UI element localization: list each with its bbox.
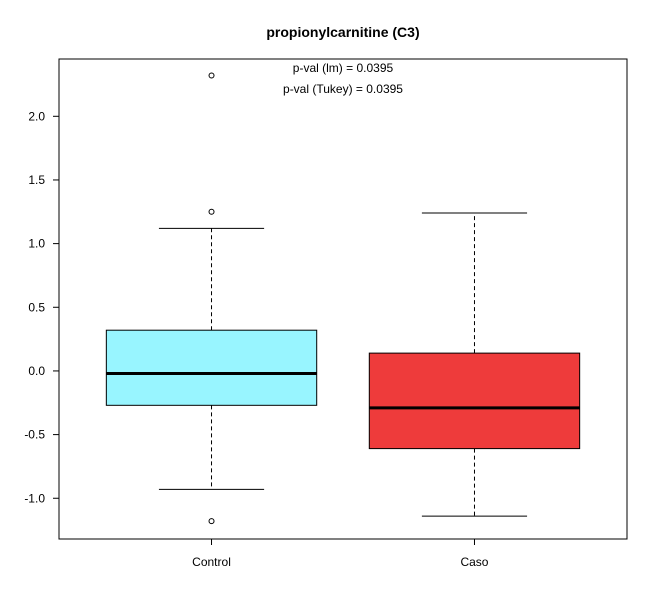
y-axis: -1.0 -0.5 0.0 0.5 1.0 1.5 2.0 bbox=[24, 109, 60, 505]
y-tick-label: 1.0 bbox=[28, 237, 45, 251]
y-tick-label: 0.5 bbox=[28, 300, 45, 314]
outlier-point bbox=[208, 518, 215, 525]
x-axis: Control Caso bbox=[192, 538, 489, 569]
box-control bbox=[105, 329, 318, 406]
outlier-point bbox=[208, 72, 215, 79]
boxes bbox=[105, 72, 581, 525]
plot-frame bbox=[58, 58, 628, 540]
y-tick-label: 2.0 bbox=[28, 109, 45, 123]
outlier-point bbox=[208, 208, 215, 215]
y-tick-label: -0.5 bbox=[24, 428, 45, 442]
y-tick-label: -1.0 bbox=[24, 491, 45, 505]
y-tick-label: 1.5 bbox=[28, 173, 45, 187]
y-tick-label: 0.0 bbox=[28, 364, 45, 378]
chart-title: propionylcarnitine (C3) bbox=[266, 24, 419, 40]
x-tick-label: Control bbox=[192, 555, 231, 569]
annotation-pval-lm: p-val (lm) = 0.0395 bbox=[293, 61, 394, 75]
x-tick-label: Caso bbox=[460, 555, 488, 569]
annotation-pval-tukey: p-val (Tukey) = 0.0395 bbox=[283, 82, 403, 96]
box-caso bbox=[368, 352, 581, 450]
